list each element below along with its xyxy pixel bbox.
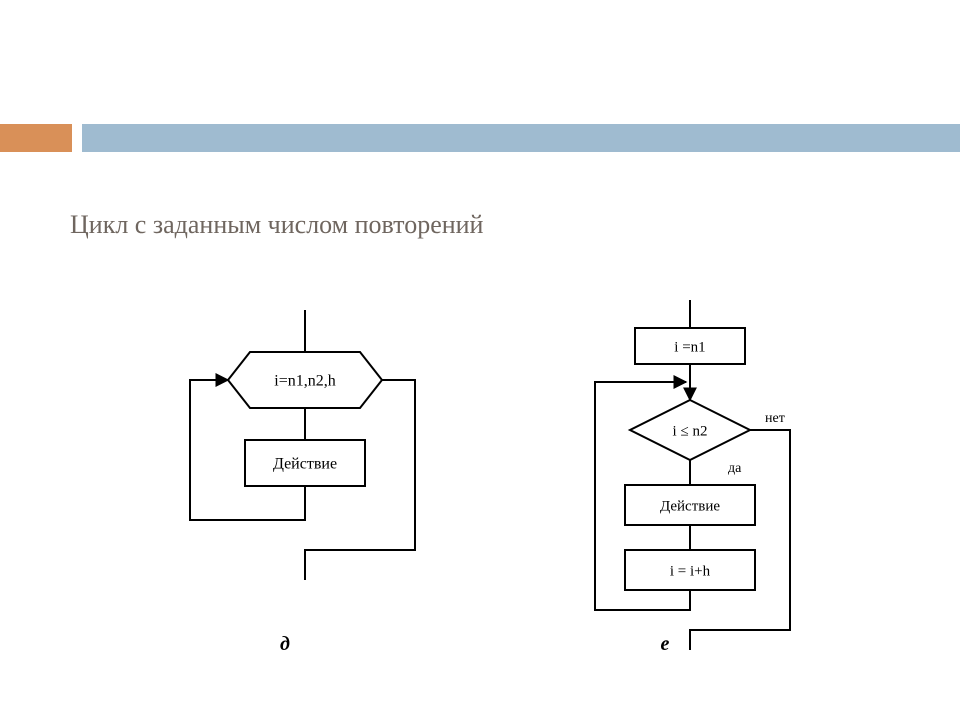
page-title: Цикл с заданным числом повторений bbox=[70, 210, 483, 240]
yes-label: да bbox=[728, 461, 742, 476]
flowchart-left: i=n1,n2,h Действие д bbox=[190, 310, 415, 655]
header-blue-segment bbox=[82, 124, 960, 152]
action-label-left: Действие bbox=[273, 456, 337, 473]
increment-label: i = i+h bbox=[670, 563, 711, 579]
flowchart-area: i=n1,n2,h Действие д i =n1 bbox=[150, 310, 850, 670]
action-label-right: Действие bbox=[660, 498, 720, 514]
caption-right: е bbox=[661, 633, 670, 655]
init-label: i =n1 bbox=[674, 339, 705, 355]
header-orange-segment bbox=[0, 124, 72, 152]
flowchart-svg: i=n1,n2,h Действие д i =n1 bbox=[150, 310, 850, 690]
hexagon-label: i=n1,n2,h bbox=[274, 373, 335, 390]
decision-label: i ≤ n2 bbox=[673, 423, 708, 439]
caption-left: д bbox=[280, 633, 290, 655]
header-band bbox=[0, 124, 960, 152]
no-label: нет bbox=[765, 411, 785, 426]
flowchart-right: i =n1 i ≤ n2 да нет Действие i = i+h bbox=[595, 300, 790, 655]
